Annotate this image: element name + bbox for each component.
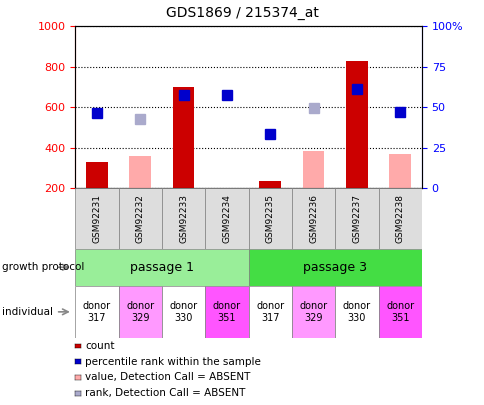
Bar [205, 286, 248, 338]
Bar [75, 188, 118, 249]
Bar [129, 156, 151, 188]
Text: donor
329: donor 329 [299, 301, 327, 323]
Text: GSM92236: GSM92236 [308, 194, 318, 243]
Bar [389, 154, 410, 188]
Bar [334, 286, 378, 338]
Text: donor
330: donor 330 [169, 301, 197, 323]
Text: donor
317: donor 317 [83, 301, 111, 323]
Text: donor
351: donor 351 [212, 301, 241, 323]
Bar [118, 286, 162, 338]
Text: GSM92232: GSM92232 [136, 194, 144, 243]
Bar [378, 286, 421, 338]
Text: GSM92237: GSM92237 [352, 194, 361, 243]
Text: GSM92231: GSM92231 [92, 194, 101, 243]
Bar [291, 286, 334, 338]
Bar [248, 286, 291, 338]
Bar [346, 61, 367, 188]
Bar [172, 87, 194, 188]
Bar [248, 188, 291, 249]
Bar [302, 151, 324, 188]
Text: passage 1: passage 1 [130, 261, 194, 274]
Text: GSM92234: GSM92234 [222, 194, 231, 243]
Bar [334, 188, 378, 249]
Bar [291, 188, 334, 249]
Bar [162, 286, 205, 338]
Text: GSM92238: GSM92238 [395, 194, 404, 243]
Bar [118, 188, 162, 249]
Bar [162, 188, 205, 249]
Bar [259, 181, 281, 188]
Bar [75, 249, 248, 286]
Text: donor
330: donor 330 [342, 301, 370, 323]
Text: percentile rank within the sample: percentile rank within the sample [85, 357, 260, 367]
Text: donor
351: donor 351 [385, 301, 413, 323]
Text: rank, Detection Call = ABSENT: rank, Detection Call = ABSENT [85, 388, 245, 398]
Text: donor
317: donor 317 [256, 301, 284, 323]
Bar [86, 162, 107, 188]
Bar [205, 188, 248, 249]
Bar [248, 249, 421, 286]
Text: GDS1869 / 215374_at: GDS1869 / 215374_at [166, 6, 318, 20]
Text: GSM92235: GSM92235 [265, 194, 274, 243]
Text: individual: individual [2, 307, 53, 317]
Text: GSM92233: GSM92233 [179, 194, 188, 243]
Text: value, Detection Call = ABSENT: value, Detection Call = ABSENT [85, 373, 250, 382]
Text: donor
329: donor 329 [126, 301, 154, 323]
Text: count: count [85, 341, 114, 351]
Text: growth protocol: growth protocol [2, 262, 85, 272]
Bar [75, 286, 118, 338]
Text: passage 3: passage 3 [302, 261, 366, 274]
Bar [378, 188, 421, 249]
